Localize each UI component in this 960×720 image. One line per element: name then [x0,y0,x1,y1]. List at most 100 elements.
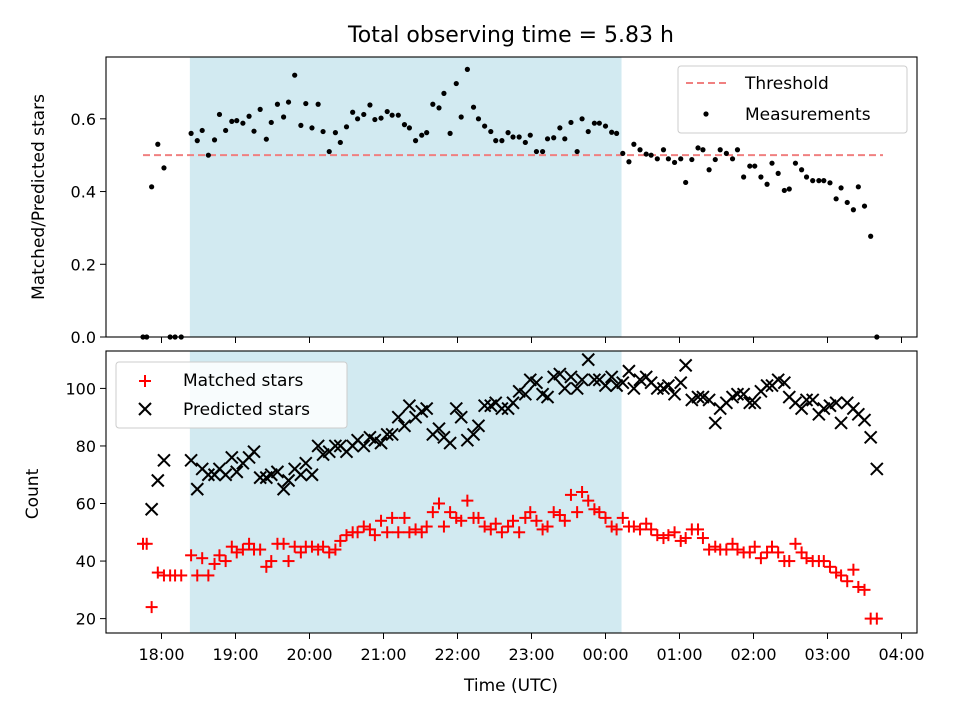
predicted-point [622,364,636,378]
predicted-point [558,381,572,396]
predicted-point [553,367,567,381]
predicted-point [674,375,688,390]
matched-point [703,543,716,556]
matched-point [748,540,761,553]
measurement-point [257,106,263,112]
bottom-legend-box [115,361,348,429]
xtick-label: 02:00 [730,645,776,664]
predicted-point [466,427,481,442]
matched-point [662,529,675,542]
measurement-point [671,159,678,166]
matched-point [823,560,836,573]
predicted-point [247,445,261,459]
measurement-point [350,109,356,115]
matched-point [381,526,394,539]
matched-point [852,580,865,593]
predicted-legend-marker [138,402,152,416]
measurement-point [211,137,218,143]
top-legend: Threshold Measurements [677,65,908,134]
predicted-point [477,398,492,413]
measurement-point [355,116,361,122]
xtick-label: 22:00 [434,645,480,664]
matched-point [403,526,416,539]
predicted-point [598,378,613,393]
predicted-point [218,468,233,482]
top-panel-observing-window [189,57,622,337]
measurement-point [505,130,511,136]
matched-point [524,506,537,519]
measurement-point [246,113,252,119]
matched-point [196,552,209,565]
xtick-label: 20:00 [286,645,332,664]
matched-point [254,543,267,556]
matched-point [461,494,474,507]
top-ytick-label: 0.0 [71,328,96,347]
measurement-point [470,104,477,110]
x-axis-label: Time (UTC) [463,676,558,696]
predicted-point [402,398,417,413]
measurement-point [378,115,384,121]
measurement-point [229,118,235,124]
measurement-point [551,135,557,141]
measurement-point [458,114,464,120]
measurement-point [263,136,269,142]
measurement-point [298,122,304,128]
top-ytick-label: 0.4 [71,183,96,202]
matched-legend-label: Matched stars [183,371,303,391]
measurement-point [747,163,753,169]
measurement-point [609,129,615,135]
matched-point [731,543,744,556]
measurement-point [861,203,868,209]
measurements-legend-marker [703,111,709,117]
measurement-point [155,141,161,147]
matched-point [564,488,577,501]
measurement-point [401,122,408,128]
matched-point [329,543,342,556]
matched-point [398,511,411,524]
measurement-point [447,130,453,136]
matched-point [305,540,318,553]
measurement-point [654,156,660,162]
matched-point [478,520,491,533]
matched-point [386,511,399,524]
measurement-point [683,179,689,186]
measurement-point [453,80,459,87]
predicted-point [529,375,544,390]
measurement-point [332,130,338,136]
matched-point [437,520,450,533]
xtick-label: 21:00 [360,645,406,664]
matched-point [472,511,485,524]
measurement-point [833,196,839,202]
matched-point [696,532,709,545]
measurement-point [568,119,574,126]
measurement-point [424,130,430,136]
predicted-point [540,390,555,404]
xtick-label: 03:00 [804,645,850,664]
measurement-point [205,152,211,158]
matched-point [817,555,830,568]
measurement-point [695,145,701,151]
measurement-point [648,152,654,158]
measurement-point [412,138,419,144]
measurement-point [775,170,781,176]
xtick-label: 00:00 [582,645,628,664]
measurement-point [723,150,729,156]
matched-point [317,540,330,553]
xtick-label: 18:00 [138,645,184,664]
measurement-point [868,233,874,239]
predicted-point [748,396,762,410]
measurement-point [596,120,602,126]
matched-point [645,523,658,536]
bottom-ytick-label: 80 [76,437,96,456]
predicted-point [518,387,533,401]
bottom-ytick-label: 20 [76,610,96,629]
predicted-point [829,396,843,410]
predicted-point [575,373,589,387]
matched-point [375,514,388,527]
measurement-point [620,150,626,156]
matched-point [236,543,249,556]
predicted-point [157,453,171,468]
measurement-point [367,102,373,108]
matched-point [847,563,860,576]
